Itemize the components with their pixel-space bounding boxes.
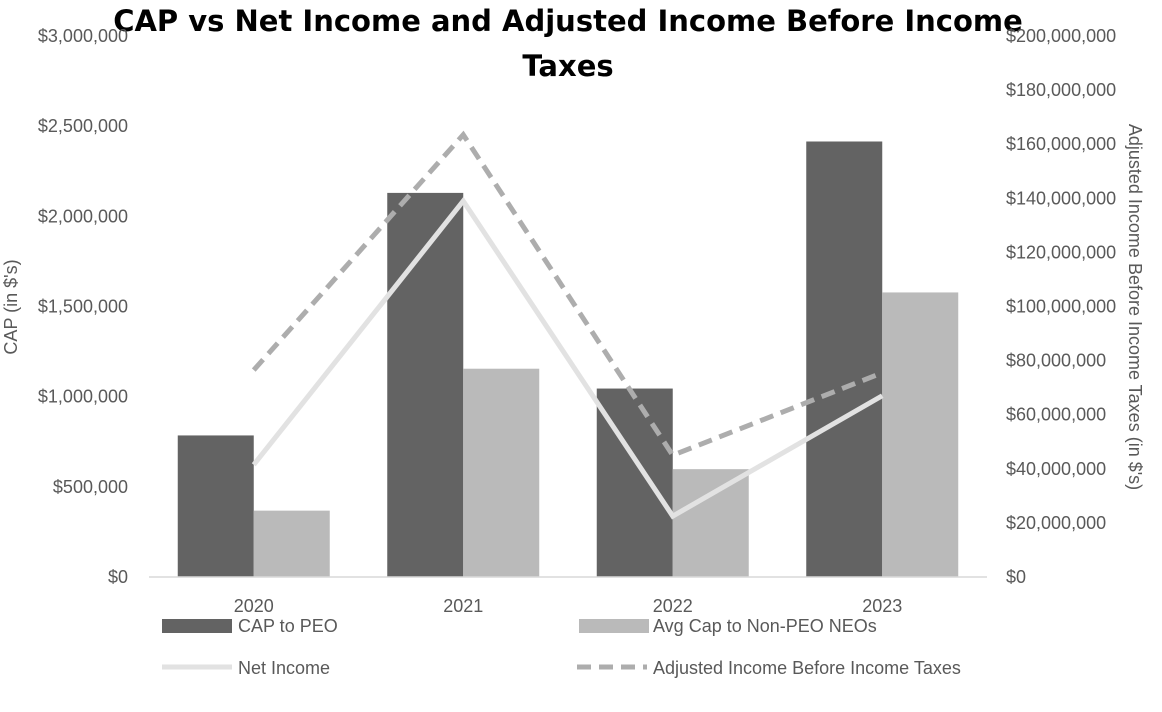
legend-item-adjusted-income: Adjusted Income Before Income Taxes [577,658,961,678]
chart-title-line2: Taxes [522,49,613,83]
line-net-income [251,196,884,520]
right-axis-label: Adjusted Income Before Income Taxes (in … [1125,124,1145,490]
left-axis-tick-label: $1,500,000 [38,297,128,317]
right-axis-tick-label: $200,000,000 [1006,26,1116,46]
x-axis-tick-label: 2020 [234,596,274,616]
legend-label-cap-to-peo: CAP to PEO [238,616,338,636]
left-axis-tick-label: $0 [108,567,128,587]
bar-avg-cap-to-non-peo-neos-2020 [253,510,330,577]
left-axis-tick-label: $500,000 [53,477,128,497]
right-axis-tick-label: $20,000,000 [1006,513,1106,533]
right-axis-tick-label: $40,000,000 [1006,459,1106,479]
legend-swatch-cap-to-peo [162,619,232,633]
left-axis-label: CAP (in $'s) [1,259,21,354]
right-axis-tick-label: $100,000,000 [1006,297,1116,317]
bar-series-group [177,141,959,577]
right-axis-tick-label: $180,000,000 [1006,80,1116,100]
chart-title-line1: CAP vs Net Income and Adjusted Income Be… [113,4,1023,38]
x-axis-tick-label: 2023 [862,596,902,616]
bar-cap-to-peo-2021 [387,192,464,577]
legend-item-cap-to-peo: CAP to PEO [162,616,338,636]
x-axis-tick-label: 2022 [653,596,693,616]
line-adjusted-income-before-income-taxes [251,130,884,459]
legend: CAP to PEO Avg Cap to Non-PEO NEOs Net I… [162,616,961,678]
legend-label-avg-cap-non-peo: Avg Cap to Non-PEO NEOs [653,616,877,636]
right-axis-tick-label: $120,000,000 [1006,242,1116,262]
left-axis-tick-label: $2,500,000 [38,116,128,136]
chart-title: CAP vs Net Income and Adjusted Income Be… [113,4,1023,83]
legend-swatch-avg-cap-non-peo [579,619,649,633]
bar-avg-cap-to-non-peo-neos-2022 [672,469,749,577]
right-axis-tick-label: $60,000,000 [1006,405,1106,425]
right-axis-tick-label: $80,000,000 [1006,351,1106,371]
legend-item-avg-cap-non-peo: Avg Cap to Non-PEO NEOs [579,616,877,636]
bar-avg-cap-to-non-peo-neos-2023 [882,292,959,577]
right-axis-tick-label: $160,000,000 [1006,134,1116,154]
left-axis-tick-label: $3,000,000 [38,26,128,46]
legend-label-net-income: Net Income [238,658,330,678]
left-axis-ticks: $0 $500,000 $1,000,000 $1,500,000 $2,000,000… [38,26,128,587]
x-axis-tick-label: 2021 [443,596,483,616]
legend-item-net-income: Net Income [162,658,330,678]
right-axis-tick-label: $0 [1006,567,1026,587]
right-axis-tick-label: $140,000,000 [1006,188,1116,208]
right-axis-ticks: $0 $20,000,000 $40,000,000 $60,000,000 $80,0… [1006,26,1116,587]
left-axis-tick-label: $1,000,000 [38,387,128,407]
bar-cap-to-peo-2020 [177,435,254,577]
line-series-group [251,130,884,520]
legend-label-adjusted-income: Adjusted Income Before Income Taxes [653,658,961,678]
bar-cap-to-peo-2023 [806,141,883,577]
left-axis-tick-label: $2,000,000 [38,206,128,226]
bar-avg-cap-to-non-peo-neos-2021 [463,368,540,577]
x-axis-ticks: 2020 2021 2022 2023 [234,596,903,616]
